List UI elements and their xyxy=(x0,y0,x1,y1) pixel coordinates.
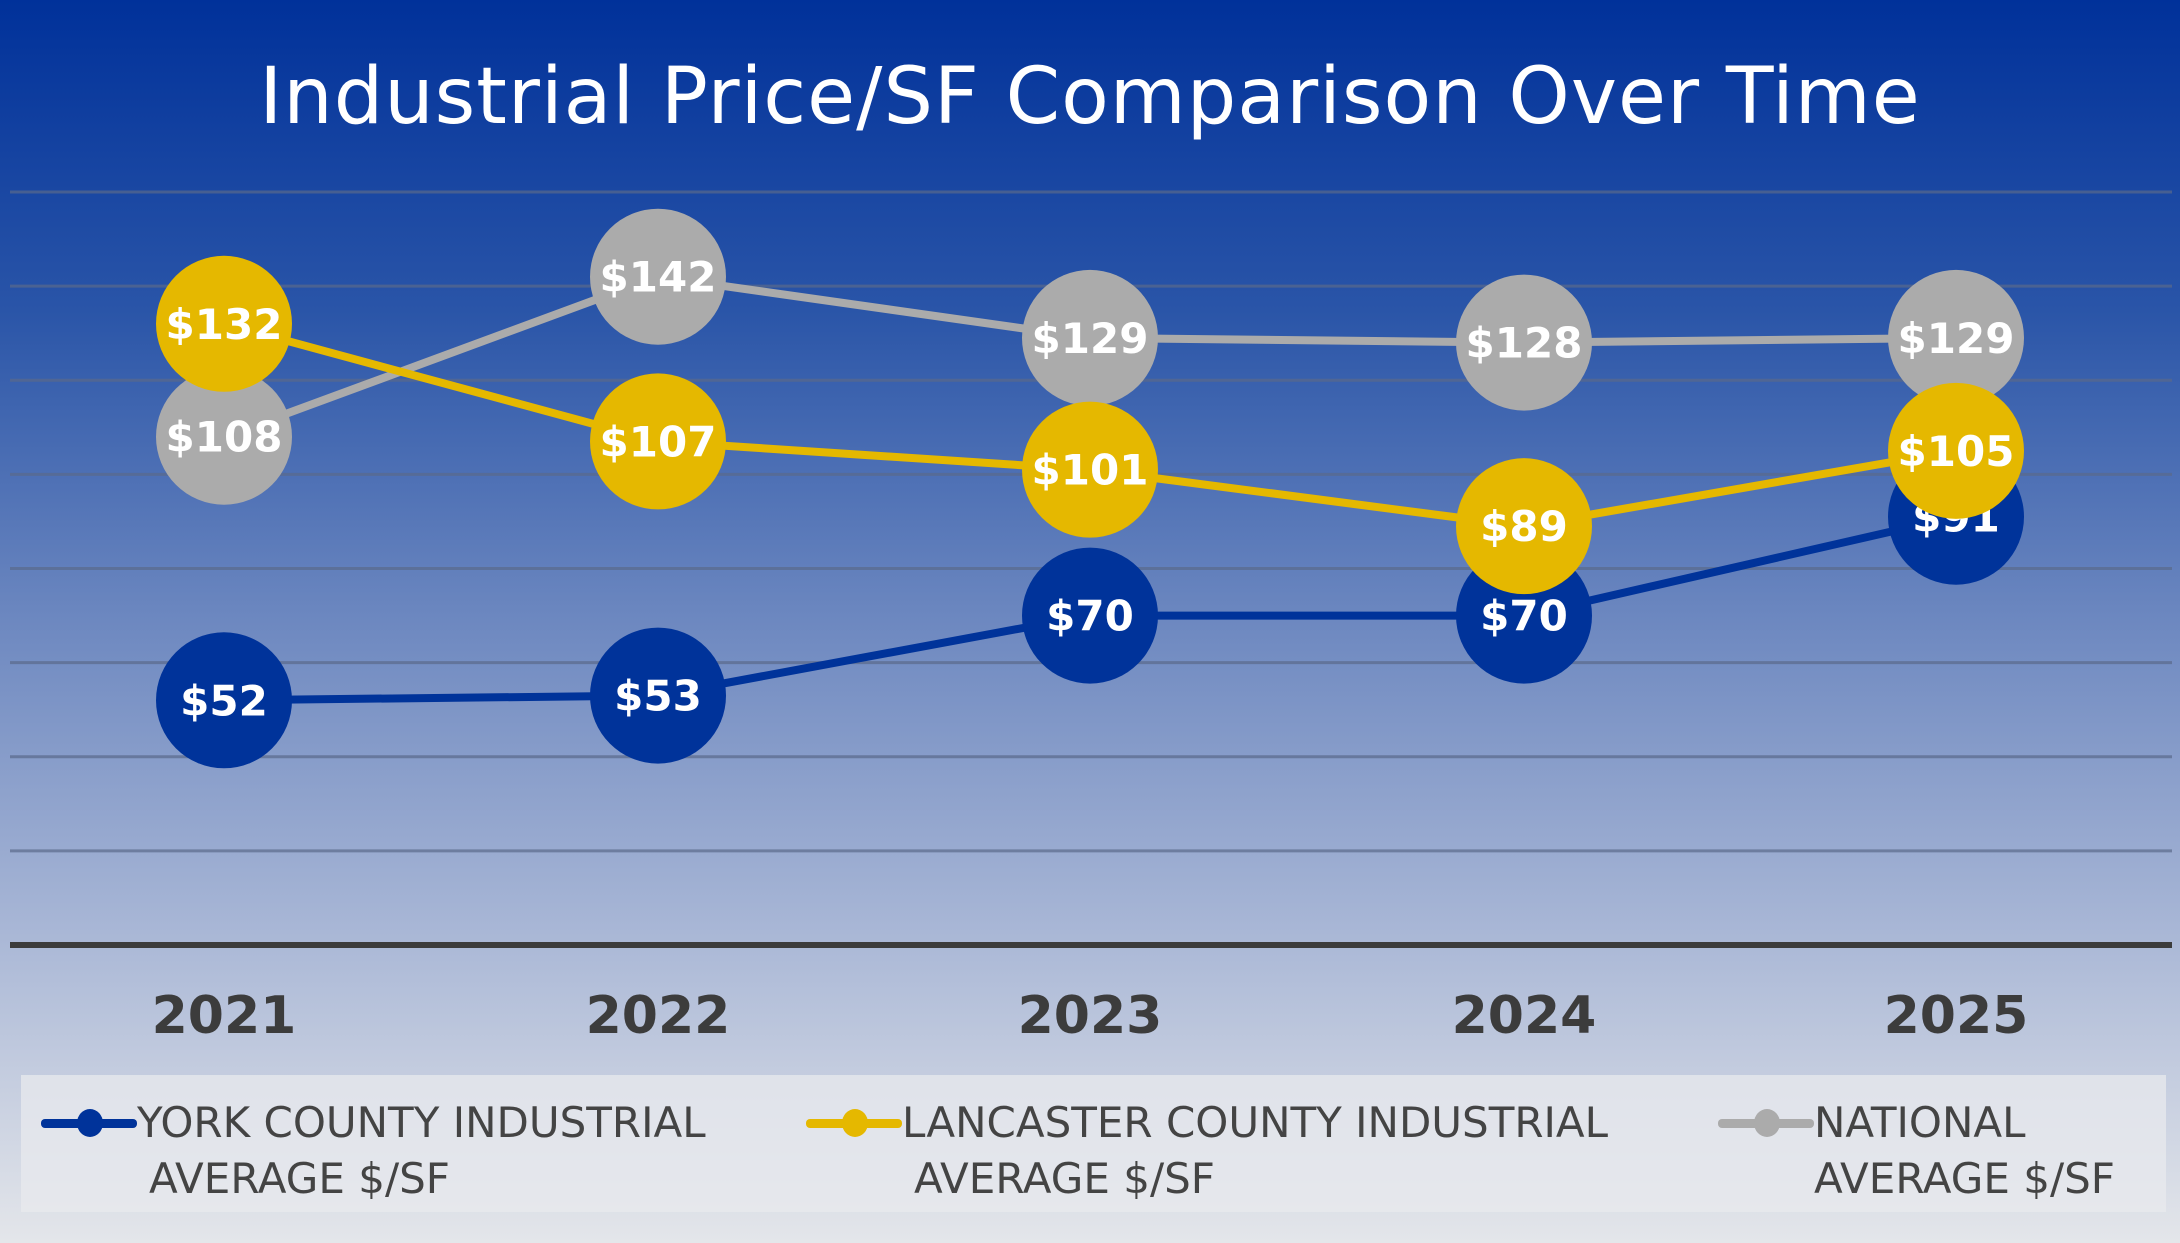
data-label: $129 xyxy=(1032,314,1149,363)
data-label: $101 xyxy=(1032,446,1149,495)
data-point xyxy=(1022,401,1158,538)
legend-swatch-york xyxy=(41,1095,137,1151)
data-point xyxy=(1022,269,1158,406)
data-label: $128 xyxy=(1466,319,1583,368)
x-tick-label: 2022 xyxy=(586,986,731,1046)
legend-item-national: NATIONAL AVERAGE $/SF xyxy=(1718,1095,2115,1207)
legend-swatch-lancaster xyxy=(806,1095,902,1151)
data-point xyxy=(156,368,292,505)
x-tick-label: 2021 xyxy=(152,986,297,1046)
legend-label-york-line2: AVERAGE $/SF xyxy=(149,1154,450,1203)
legend-item-lancaster: LANCASTER COUNTY INDUSTRIAL AVERAGE $/SF xyxy=(806,1095,1608,1207)
data-label: $132 xyxy=(166,300,283,349)
legend-label-york: YORK COUNTY INDUSTRIAL xyxy=(137,1098,706,1147)
x-tick-label: 2023 xyxy=(1018,986,1163,1046)
data-point xyxy=(1888,269,2024,406)
data-label: $108 xyxy=(166,413,283,462)
legend-item-york: YORK COUNTY INDUSTRIAL AVERAGE $/SF xyxy=(41,1095,706,1207)
data-point xyxy=(1456,274,1592,411)
data-label: $70 xyxy=(1480,592,1568,641)
data-label: $89 xyxy=(1480,502,1568,551)
legend-label-national-line2: AVERAGE $/SF xyxy=(1814,1154,2115,1203)
data-point xyxy=(1888,382,2024,519)
data-label: $107 xyxy=(600,417,717,466)
data-label: $129 xyxy=(1898,314,2015,363)
data-label: $52 xyxy=(180,676,268,725)
data-label: $53 xyxy=(614,672,702,721)
legend-label-lancaster: LANCASTER COUNTY INDUSTRIAL xyxy=(902,1098,1609,1147)
legend: YORK COUNTY INDUSTRIAL AVERAGE $/SF LANCA… xyxy=(21,1075,2166,1212)
data-label: $70 xyxy=(1046,592,1134,641)
data-label: $105 xyxy=(1898,427,2015,476)
data-point xyxy=(590,373,726,510)
x-tick-label: 2024 xyxy=(1452,986,1597,1046)
legend-swatch-national xyxy=(1718,1095,1814,1151)
data-point xyxy=(156,632,292,769)
data-point xyxy=(1022,547,1158,684)
data-label: $142 xyxy=(600,253,717,302)
data-point xyxy=(590,627,726,764)
data-point xyxy=(156,255,292,392)
x-tick-label: 2025 xyxy=(1884,986,2029,1046)
data-point xyxy=(590,208,726,345)
data-point xyxy=(1456,458,1592,595)
legend-label-national: NATIONAL xyxy=(1814,1098,2026,1147)
chart-title: Industrial Price/SF Comparison Over Time xyxy=(259,52,1921,142)
legend-label-lancaster-line2: AVERAGE $/SF xyxy=(914,1154,1215,1203)
